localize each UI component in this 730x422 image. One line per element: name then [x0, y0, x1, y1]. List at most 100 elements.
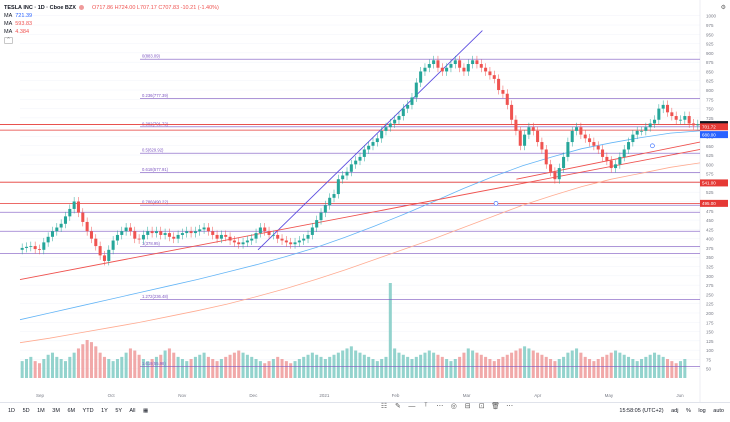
candle-body	[583, 134, 587, 139]
trash-icon[interactable]: 🗑	[491, 403, 501, 410]
candle-body	[63, 216, 67, 224]
volume-bar	[94, 346, 98, 378]
candle-body	[115, 234, 119, 241]
volume-bar	[59, 359, 63, 378]
volume-bar	[72, 352, 76, 378]
candle-body	[332, 194, 336, 198]
range-1y[interactable]: 1Y	[101, 408, 108, 414]
volume-bar	[76, 348, 80, 378]
more-icon[interactable]: ⋯	[436, 403, 444, 410]
volume-bar	[488, 359, 492, 378]
ma-legend-1[interactable]: MA 721.39	[4, 13, 33, 19]
candle-body	[492, 75, 496, 79]
volume-bar	[323, 359, 327, 378]
candle-body	[81, 212, 85, 222]
candle-body	[670, 112, 674, 117]
volume-bar	[224, 356, 228, 378]
more-dots-icon[interactable]: ⋯	[506, 403, 514, 410]
y-tick-label: 650	[706, 144, 714, 149]
candle-body	[310, 227, 314, 235]
candle-body	[466, 64, 470, 72]
volume-bar	[163, 350, 167, 378]
auto-toggle[interactable]: auto	[713, 408, 724, 414]
volume-bar	[107, 359, 111, 378]
range-5d[interactable]: 5D	[22, 408, 30, 414]
volume-bar	[440, 356, 444, 378]
candle-body	[198, 229, 202, 232]
candle-body	[605, 156, 609, 161]
candle-body	[640, 130, 644, 132]
adj-toggle[interactable]: adj	[671, 408, 679, 414]
log-toggle[interactable]: log	[698, 408, 706, 414]
y-tick-label: 450	[706, 218, 714, 223]
candle-body	[648, 123, 652, 128]
collapse-legend-button[interactable]: ⌃	[4, 37, 13, 44]
candle-body	[401, 108, 405, 117]
volume-bar	[358, 352, 362, 378]
volume-bar	[570, 350, 574, 378]
candle-body	[358, 156, 362, 161]
volume-bar	[449, 361, 453, 378]
candle-body	[462, 67, 466, 72]
price-chart[interactable]: 1000975950925900875850825800775750725700…	[0, 0, 730, 402]
candle-body	[549, 164, 553, 172]
candle-body	[414, 82, 418, 98]
volume-bar	[276, 356, 280, 378]
range-1d[interactable]: 1D	[8, 408, 16, 414]
candle-body	[89, 231, 93, 239]
target-icon[interactable]: ◎	[450, 403, 457, 410]
moving-average-line	[19, 162, 701, 344]
candle-body	[514, 119, 518, 131]
candle-body	[336, 179, 340, 195]
ma-legend-3[interactable]: MA 4.384	[4, 29, 30, 35]
range-all[interactable]: All	[129, 408, 136, 414]
volume-bar	[644, 356, 648, 378]
candle-body	[479, 64, 483, 68]
candle-body	[518, 130, 522, 146]
template-icon[interactable]: ⊟	[464, 403, 471, 410]
range-5y[interactable]: 5Y	[115, 408, 123, 414]
candle-body	[219, 234, 223, 239]
y-tick-label: 75	[706, 357, 712, 362]
price-tag-label: 680.00	[702, 132, 716, 137]
range-1m[interactable]: 1M	[37, 408, 45, 414]
x-tick-label: Jun	[676, 393, 684, 398]
candle-body	[189, 231, 193, 234]
volume-bar	[640, 359, 644, 378]
lock-icon[interactable]: ⊡	[478, 403, 485, 410]
candle-body	[37, 249, 42, 250]
brush-icon[interactable]: ✎	[395, 403, 401, 410]
candle-body	[137, 238, 141, 240]
candle-body	[328, 197, 332, 206]
candle-body	[475, 60, 479, 65]
settings-gear-icon[interactable]: ⚙	[720, 5, 726, 11]
candle-body	[55, 227, 59, 232]
candle-body	[540, 142, 544, 150]
y-tick-label: 750	[706, 107, 714, 112]
candle-body	[232, 240, 236, 243]
volume-bar	[206, 356, 210, 378]
volume-bar	[98, 352, 102, 378]
line-icon[interactable]: —	[408, 403, 416, 410]
volume-bar	[111, 361, 115, 378]
clock-readout[interactable]: 15:58:05 (UTC+2)	[619, 408, 664, 414]
ma-legend-2[interactable]: MA 593.83	[4, 21, 33, 27]
y-tick-label: 1000	[706, 14, 717, 19]
text-icon[interactable]: ᵀ	[424, 403, 428, 410]
range-6m[interactable]: 6M	[67, 408, 76, 414]
volume-bar	[609, 352, 613, 378]
settings-icon[interactable]: ☷	[380, 403, 388, 410]
volume-bar	[371, 359, 375, 378]
volume-bar	[150, 359, 154, 378]
percent-toggle[interactable]: %	[685, 408, 691, 414]
candle-body	[202, 227, 206, 230]
volume-bar	[432, 352, 436, 378]
range-ytd[interactable]: YTD	[82, 408, 94, 414]
candle-body	[111, 240, 115, 250]
candle-body	[349, 164, 353, 172]
range-3m[interactable]: 3M	[52, 408, 60, 414]
x-tick-label: Apr	[534, 393, 542, 398]
candle-body	[380, 130, 384, 139]
anchor-handle	[493, 201, 499, 206]
date-range-icon[interactable]: ▦	[142, 408, 149, 414]
